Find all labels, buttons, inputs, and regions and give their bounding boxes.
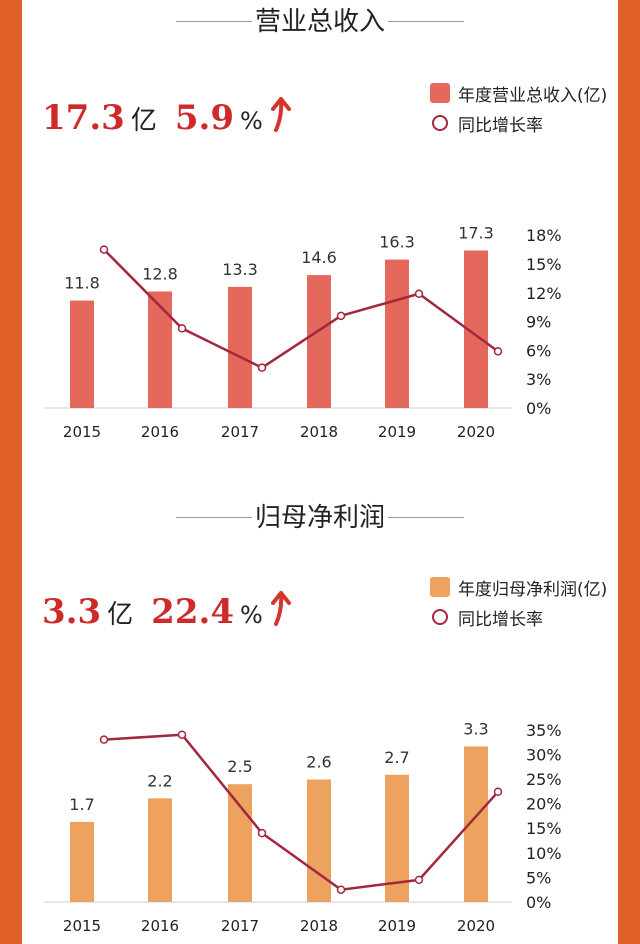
up-arrow-icon: [270, 96, 291, 153]
bar-value-label: 17.3: [458, 223, 494, 242]
y-right-tick-label: 35%: [526, 721, 562, 740]
bar: [148, 291, 172, 408]
revenue-headline: 17.3 亿 5.9%: [42, 93, 291, 143]
legend-label-growth: 同比增长率: [458, 115, 543, 136]
bar-value-label: 2.5: [227, 757, 252, 776]
x-tick-label: 2017: [221, 917, 259, 935]
title-divider-right: [388, 517, 464, 518]
legend-item-growth: 同比增长率: [430, 602, 620, 632]
revenue-chart: 11.8 2015 12.8 2016 13.3 2017 14.6 2018 16.3 2019…: [44, 223, 562, 441]
bar-value-label: 3.3: [463, 719, 488, 738]
revenue-value: 17.3: [42, 98, 125, 138]
x-tick-label: 2020: [457, 917, 495, 935]
profit-chart: 1.7 2015 2.2 2016 2.5 2017 2.6 2018 2.7 2019 3.3 20…: [44, 719, 562, 935]
growth-line: [103, 248, 499, 369]
y-right-tick-label: 25%: [526, 770, 562, 789]
profit-value: 3.3: [42, 592, 102, 632]
legend-item-revenue: 年度营业总收入(亿): [430, 78, 620, 108]
bar-value-label: 14.6: [301, 248, 337, 267]
y-right-tick-label: 0%: [526, 893, 551, 912]
y-right-tick-label: 20%: [526, 795, 562, 814]
y-right-tick-label: 30%: [526, 745, 562, 764]
title-divider-left: [176, 517, 252, 518]
title-divider-left: [176, 21, 252, 22]
y-right-tick-label: 15%: [526, 255, 562, 274]
profit-headline: 3.3 亿 22.4%: [42, 587, 291, 637]
line-marker-icon: [430, 113, 450, 133]
growth-point: [99, 735, 109, 744]
legend-item-profit: 年度归母净利润(亿): [430, 572, 620, 602]
profit-legend: 年度归母净利润(亿) 同比增长率: [430, 572, 620, 632]
growth-point: [257, 828, 267, 838]
bar: [385, 259, 409, 408]
y-right-tick-label: 9%: [526, 313, 551, 332]
growth-point: [493, 347, 503, 356]
profit-section: 归母净利润 3.3 亿 22.4% 年度归母净利润(亿) 同比增长率 1.7 2015…: [22, 490, 618, 944]
x-tick-label: 2018: [300, 917, 338, 935]
x-tick-label: 2020: [457, 423, 495, 441]
bar: [307, 275, 331, 408]
y-right-tick-label: 3%: [526, 370, 551, 389]
x-tick-label: 2016: [141, 423, 179, 441]
growth-point: [99, 245, 109, 254]
revenue-section: 营业总收入 17.3 亿 5.9% 年度营业总收入(亿) 同比增长率 11.8 201…: [22, 0, 618, 490]
revenue-growth: 5.9: [174, 98, 234, 138]
line-marker-icon: [430, 607, 450, 627]
y-right-tick-label: 18%: [526, 226, 562, 245]
growth-point: [336, 885, 346, 894]
y-right-tick-label: 6%: [526, 341, 551, 360]
bar: [307, 779, 331, 902]
profit-growth-unit: %: [239, 601, 263, 629]
legend-label-profit: 年度归母净利润(亿): [458, 579, 608, 600]
bar-value-label: 1.7: [69, 795, 94, 814]
bar-value-label: 12.8: [142, 264, 178, 283]
x-tick-label: 2019: [378, 423, 416, 441]
growth-point: [177, 324, 187, 333]
profit-unit: 亿: [107, 600, 134, 630]
legend-item-growth: 同比增长率: [430, 108, 620, 138]
growth-point: [414, 289, 424, 299]
x-tick-label: 2015: [63, 917, 101, 935]
bar: [228, 286, 252, 408]
bar: [228, 784, 252, 902]
bar: [70, 300, 94, 408]
x-tick-label: 2019: [378, 917, 416, 935]
bar-value-label: 13.3: [222, 260, 258, 279]
growth-point: [257, 363, 267, 372]
y-right-tick-label: 5%: [526, 868, 551, 887]
revenue-growth-unit: %: [239, 107, 263, 135]
y-right-tick-label: 10%: [526, 844, 562, 863]
page: 营业总收入 17.3 亿 5.9% 年度营业总收入(亿) 同比增长率 11.8 201…: [22, 0, 618, 944]
bar-value-label: 11.8: [64, 274, 100, 293]
profit-title: 归母净利润: [254, 503, 385, 533]
bar: [148, 798, 172, 902]
bar-value-label: 2.2: [147, 771, 172, 790]
y-right-tick-label: 0%: [526, 399, 551, 418]
revenue-legend: 年度营业总收入(亿) 同比增长率: [430, 78, 620, 138]
bar-swatch-icon: [430, 83, 450, 103]
legend-label-growth: 同比增长率: [458, 609, 543, 630]
revenue-title: 营业总收入: [254, 7, 385, 37]
x-tick-label: 2018: [300, 423, 338, 441]
x-tick-label: 2016: [141, 917, 179, 935]
legend-label-revenue: 年度营业总收入(亿): [458, 85, 608, 106]
x-tick-label: 2017: [221, 423, 259, 441]
growth-point: [336, 311, 346, 321]
title-divider-right: [388, 21, 464, 22]
growth-line: [103, 733, 499, 891]
bar-value-label: 2.7: [384, 748, 409, 767]
y-right-tick-label: 12%: [526, 284, 562, 303]
bar-swatch-icon: [430, 577, 450, 597]
bar: [70, 821, 94, 902]
profit-growth: 22.4: [151, 592, 234, 632]
growth-point: [177, 730, 187, 739]
growth-point: [414, 875, 424, 885]
up-arrow-icon: [270, 590, 291, 647]
x-tick-label: 2015: [63, 423, 101, 441]
revenue-unit: 亿: [130, 106, 157, 136]
bar-value-label: 16.3: [379, 233, 415, 252]
bar-value-label: 2.6: [306, 752, 331, 771]
y-right-tick-label: 15%: [526, 819, 562, 838]
growth-point: [493, 787, 503, 797]
